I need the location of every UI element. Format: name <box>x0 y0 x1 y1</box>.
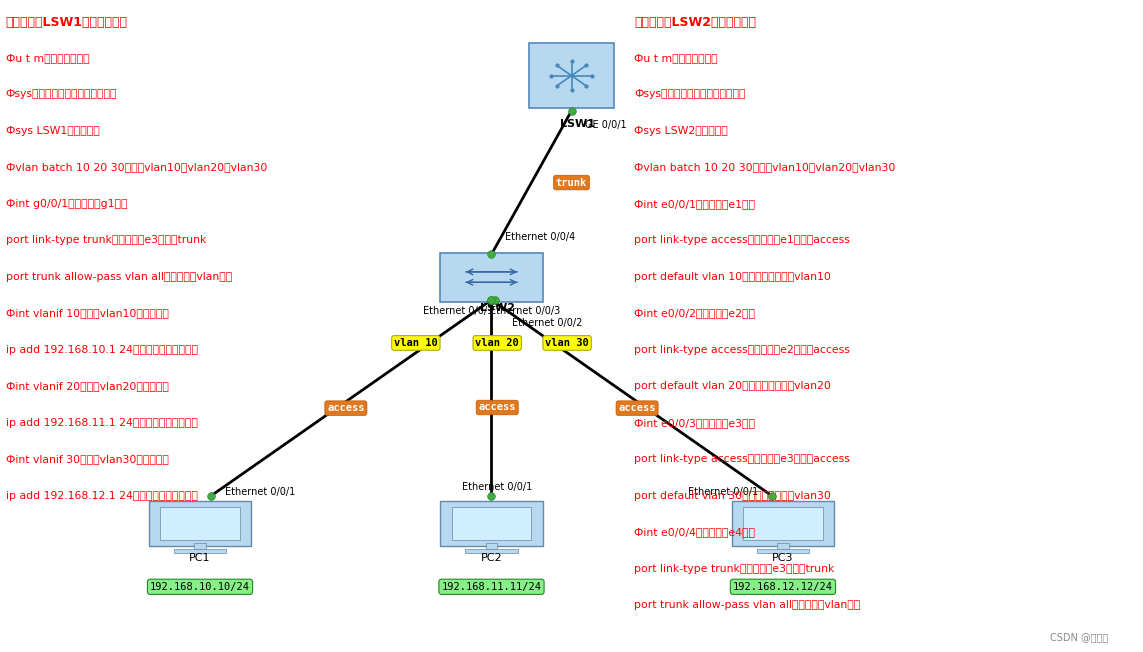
FancyBboxPatch shape <box>757 549 809 553</box>
Text: Фint vlanif 10：进入vlan10的虚拟接口: Фint vlanif 10：进入vlan10的虚拟接口 <box>6 308 168 318</box>
Text: GE 0/0/1: GE 0/0/1 <box>585 120 626 130</box>
FancyBboxPatch shape <box>440 501 543 546</box>
Text: Фint e0/0/4：进入接口e4模式: Фint e0/0/4：进入接口e4模式 <box>634 527 756 537</box>
Text: Фint e0/0/2：进入接口e2模式: Фint e0/0/2：进入接口e2模式 <box>634 308 756 318</box>
Text: vlan 30: vlan 30 <box>545 338 589 348</box>
Text: port link-type access：选择接口e2类型为access: port link-type access：选择接口e2类型为access <box>634 345 850 355</box>
Text: access: access <box>479 402 515 413</box>
Text: access: access <box>327 403 365 413</box>
Text: Фu t m：关闭提示信息: Фu t m：关闭提示信息 <box>6 53 89 63</box>
Text: 二层交换朼LSW2的配置过程：: 二层交换朼LSW2的配置过程： <box>634 16 757 29</box>
Text: 192.168.12.12/24: 192.168.12.12/24 <box>733 582 833 592</box>
Text: Ethernet 0/0/1: Ethernet 0/0/1 <box>462 482 533 492</box>
Text: ip add 192.168.12.1 24：添加网关、子网掩码: ip add 192.168.12.1 24：添加网关、子网掩码 <box>6 491 198 501</box>
Text: 192.168.11.11/24: 192.168.11.11/24 <box>441 582 542 592</box>
FancyBboxPatch shape <box>440 253 543 301</box>
Text: Фint e0/0/3：进入接口e3模式: Фint e0/0/3：进入接口e3模式 <box>634 418 756 428</box>
Text: port link-type access：选择接口e1类型为access: port link-type access：选择接口e1类型为access <box>634 235 850 245</box>
Text: Фint vlanif 20：进入vlan20的虚拟接口: Фint vlanif 20：进入vlan20的虚拟接口 <box>6 381 168 391</box>
Text: vlan 10: vlan 10 <box>394 338 438 348</box>
Text: Ethernet 0/0/1: Ethernet 0/0/1 <box>225 487 295 497</box>
Text: 192.168.10.10/24: 192.168.10.10/24 <box>150 582 250 592</box>
FancyBboxPatch shape <box>149 501 251 546</box>
Text: Фsys：将用户视图切换到系统视图: Фsys：将用户视图切换到系统视图 <box>634 89 746 99</box>
Text: PC3: PC3 <box>773 553 793 563</box>
FancyBboxPatch shape <box>777 543 789 549</box>
Text: LSW1: LSW1 <box>560 119 594 129</box>
FancyBboxPatch shape <box>743 507 823 541</box>
Text: Фsys：将用户视图切换到系统视图: Фsys：将用户视图切换到系统视图 <box>6 89 118 99</box>
Text: Фint vlanif 30：进入vlan30的虚拟接口: Фint vlanif 30：进入vlan30的虚拟接口 <box>6 454 168 464</box>
Text: Ethernet 0/0/1: Ethernet 0/0/1 <box>688 487 758 497</box>
FancyBboxPatch shape <box>529 43 615 108</box>
FancyBboxPatch shape <box>194 543 206 549</box>
FancyBboxPatch shape <box>732 501 834 546</box>
Text: access: access <box>618 403 656 413</box>
FancyBboxPatch shape <box>465 549 518 553</box>
Text: Фvlan batch 10 20 30：建立vlan10、vlan20、vlan30: Фvlan batch 10 20 30：建立vlan10、vlan20、vla… <box>634 162 896 172</box>
Text: Фsys LSW2：改名操作: Фsys LSW2：改名操作 <box>634 126 728 136</box>
Text: ip add 192.168.11.1 24：添加网关、子网掩码: ip add 192.168.11.1 24：添加网关、子网掩码 <box>6 418 198 428</box>
Text: port trunk allow-pass vlan all：允许所有vlan通过: port trunk allow-pass vlan all：允许所有vlan通… <box>6 272 232 282</box>
Text: port link-type trunk：选择接口e3类型为trunk: port link-type trunk：选择接口e3类型为trunk <box>6 235 206 245</box>
Text: port trunk allow-pass vlan all：允许所有vlan通过: port trunk allow-pass vlan all：允许所有vlan通… <box>634 600 861 610</box>
Text: Ethernet 0/0/2: Ethernet 0/0/2 <box>512 318 583 329</box>
Text: LSW2: LSW2 <box>480 303 514 313</box>
Text: trunk: trunk <box>555 177 588 188</box>
Text: Ethernet 0/0/3: Ethernet 0/0/3 <box>490 306 560 316</box>
FancyBboxPatch shape <box>451 507 531 541</box>
Text: port default vlan 20：该接口默认属于vlan20: port default vlan 20：该接口默认属于vlan20 <box>634 381 831 391</box>
Text: Фvlan batch 10 20 30：建立vlan10、vlan20、vlan30: Фvlan batch 10 20 30：建立vlan10、vlan20、vla… <box>6 162 267 172</box>
Text: 三层交换朼LSW1的配置过程：: 三层交换朼LSW1的配置过程： <box>6 16 128 29</box>
Text: Фsys LSW1：改名操作: Фsys LSW1：改名操作 <box>6 126 99 136</box>
Text: CSDN @十七攅: CSDN @十七攅 <box>1050 632 1109 642</box>
Text: port default vlan 10：该接口默认属于vlan10: port default vlan 10：该接口默认属于vlan10 <box>634 272 831 282</box>
Text: port link-type access：选择接口e3类型为access: port link-type access：选择接口e3类型为access <box>634 454 850 464</box>
Text: ip add 192.168.10.1 24：添加网关、子网掩码: ip add 192.168.10.1 24：添加网关、子网掩码 <box>6 345 198 355</box>
Text: Ethernet 0/0/1: Ethernet 0/0/1 <box>423 306 493 316</box>
Text: PC1: PC1 <box>190 553 210 563</box>
Text: Фu t m：关闭提示信息: Фu t m：关闭提示信息 <box>634 53 718 63</box>
Text: Ethernet 0/0/4: Ethernet 0/0/4 <box>505 232 575 242</box>
Text: Фint e0/0/1：进入接口e1模式: Фint e0/0/1：进入接口e1模式 <box>634 199 756 209</box>
FancyBboxPatch shape <box>160 507 240 541</box>
Text: PC2: PC2 <box>481 553 502 563</box>
Text: port link-type trunk：选择接口e3类型为trunk: port link-type trunk：选择接口e3类型为trunk <box>634 564 834 574</box>
Text: vlan 20: vlan 20 <box>475 338 519 348</box>
FancyBboxPatch shape <box>486 543 497 549</box>
FancyBboxPatch shape <box>174 549 226 553</box>
Text: port default vlan 30：该接口默认属于vlan30: port default vlan 30：该接口默认属于vlan30 <box>634 491 831 501</box>
Text: Фint g0/0/1：进入接口g1模式: Фint g0/0/1：进入接口g1模式 <box>6 199 127 209</box>
